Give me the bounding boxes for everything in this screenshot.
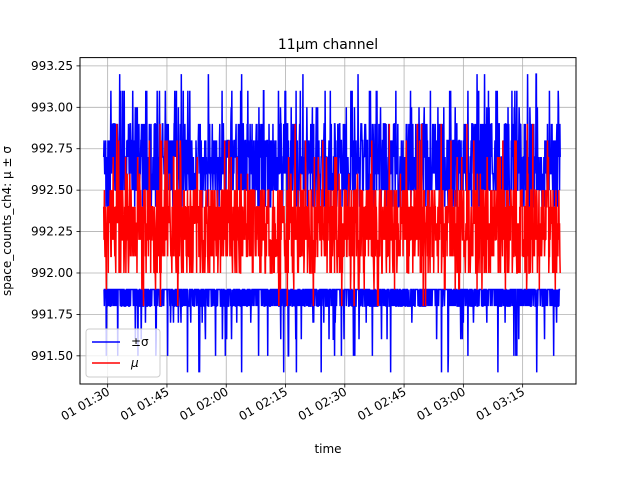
y-tick-label: 993.25 (31, 59, 73, 73)
plot-frame (79, 57, 577, 385)
x-axis-label: time (314, 442, 341, 456)
y-axis-label: space_counts_ch4: μ ± σ (0, 146, 14, 296)
series-layer (102, 73, 561, 373)
y-tick-label: 991.50 (31, 349, 73, 363)
y-tick-label: 992.75 (31, 142, 73, 156)
y-tick-label: 992.25 (31, 225, 73, 239)
chart-title: 11μm channel (278, 37, 378, 53)
legend-label-mu: μ (130, 356, 139, 370)
legend-label-sigma: ±σ (131, 335, 149, 349)
y-tick-label: 992.50 (31, 183, 73, 197)
y-tick-label: 992.00 (31, 266, 73, 280)
series-sigma-lower-line (103, 288, 561, 373)
y-axis: 991.50 991.75 992.00 992.25 992.50 992.75 993.… (31, 59, 80, 363)
series-mu-line (102, 123, 561, 307)
legend: ±σ μ (85, 328, 161, 378)
y-tick-label: 991.75 (31, 307, 73, 321)
y-tick-label: 993.00 (31, 100, 73, 114)
legend-box (85, 328, 161, 378)
